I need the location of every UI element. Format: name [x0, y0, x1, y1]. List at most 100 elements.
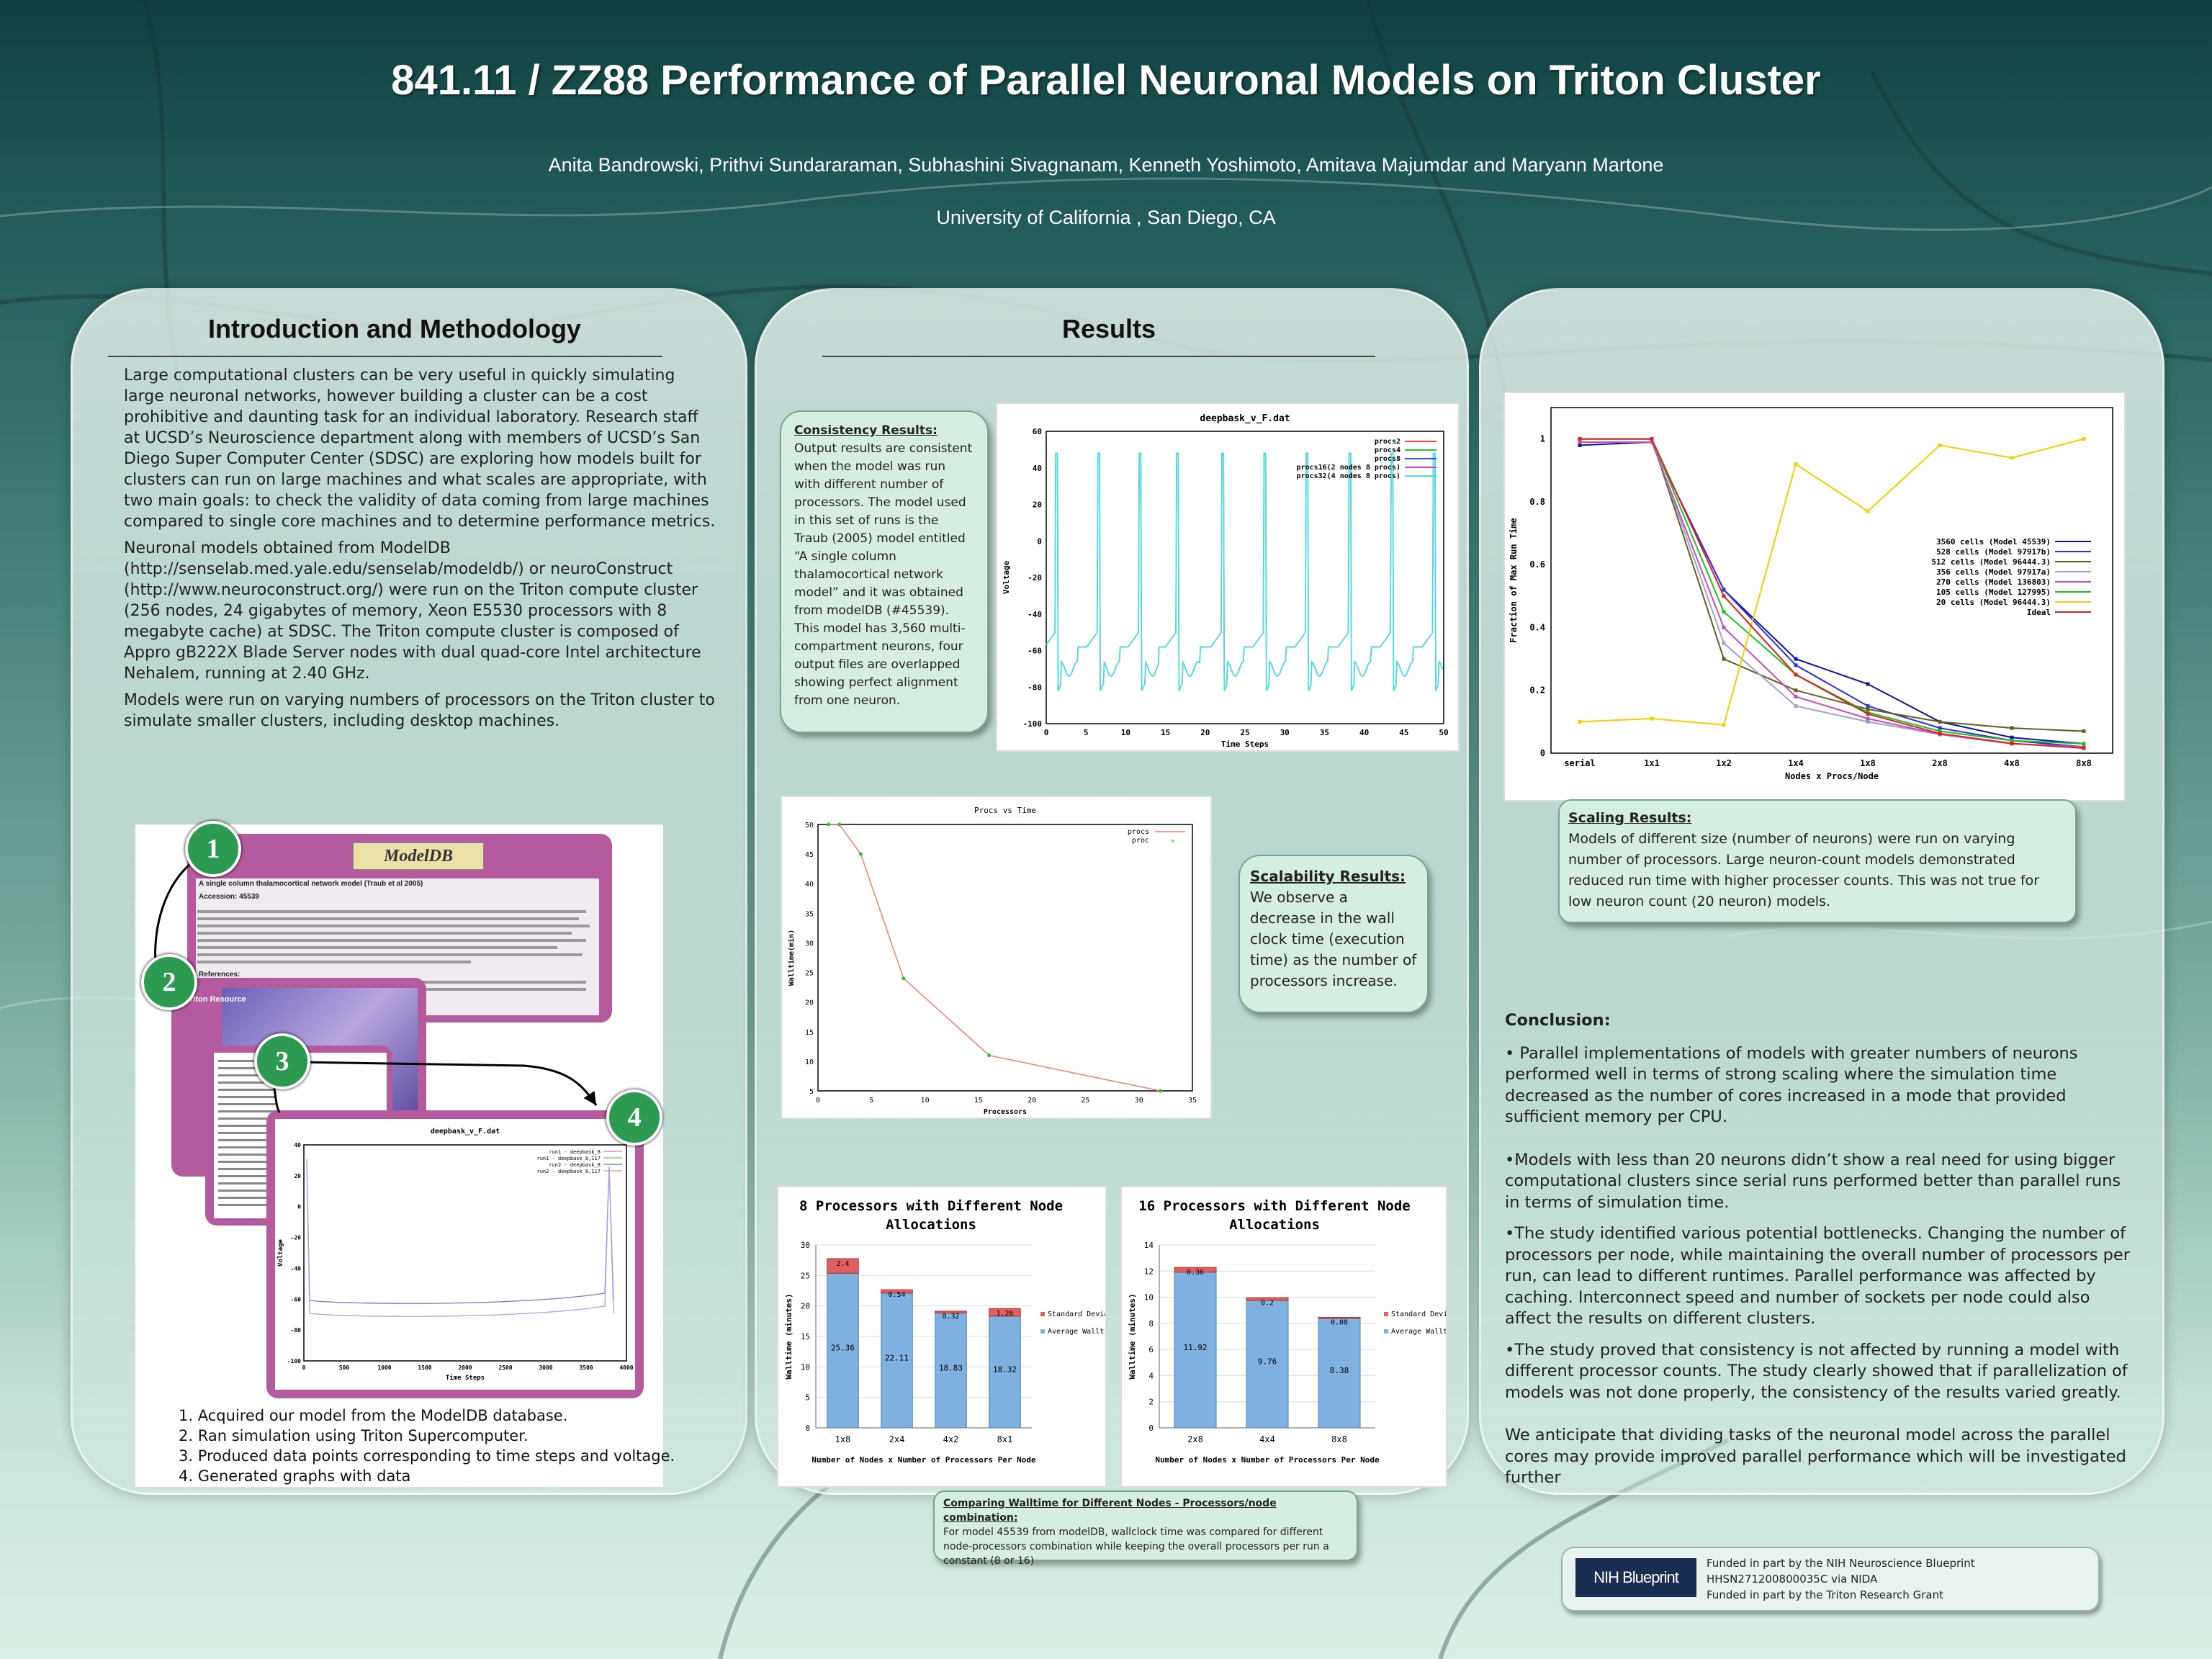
legend-label: 512 cells (Model 96444.3) [1931, 557, 2051, 567]
sd-value-label: 0.32 [942, 1313, 959, 1321]
data-point [2082, 437, 2086, 441]
data-point [2010, 456, 2014, 460]
x-tick-label: 1x8 [835, 1434, 851, 1444]
y-tick-label: 2 [1148, 1398, 1154, 1407]
conclusion-bullet: •The study identified various potential … [1505, 1224, 2131, 1328]
sd-value-label: 0.2 [1261, 1299, 1274, 1307]
comparing-text: For model 45539 from modelDB, wallclock … [943, 1527, 1329, 1567]
y-tick-label: 0 [805, 1424, 810, 1433]
scaling-text: Models of different size (number of neur… [1568, 831, 2040, 909]
workflow-arrows [148, 848, 598, 1113]
legend-label: 3560 cells (Model 45539) [1936, 537, 2051, 547]
procs-chart-box: Procs vs Time 0 5 10 15 20 25 30 35 5 10 15 20 25 30 35… [781, 796, 1212, 1119]
data-point [2082, 729, 2086, 733]
x-tick-label: 3500 [579, 1364, 593, 1371]
legend-label: 105 cells (Model 127995) [1936, 588, 2051, 597]
x-tick-label: 1x8 [1860, 758, 1876, 768]
data-point [2010, 735, 2014, 739]
chart-title-line: Allocations [1229, 1217, 1320, 1233]
data-point [1794, 704, 1798, 709]
std-dev-bar [1246, 1297, 1289, 1301]
plot-background [275, 1119, 635, 1390]
data-point [902, 976, 906, 981]
y-tick-label: 0 [297, 1204, 301, 1210]
x-axis-label: Number of Nodes x Number of Processors P… [811, 1455, 1036, 1465]
step-badge-3: 3 [254, 1033, 310, 1089]
data-point [1866, 682, 1870, 686]
conclusion-heading: Conclusion: [1505, 1011, 1611, 1030]
walltime-bar [1174, 1272, 1217, 1429]
x-axis-label: Time Steps [1221, 739, 1269, 749]
x-tick-label: 40 [1359, 728, 1369, 737]
std-dev-bar [935, 1310, 967, 1314]
data-point [1722, 588, 1726, 592]
funding-line: HHSN271200800035C via NIDA [1707, 1573, 1878, 1586]
legend-label: procs8 [1375, 455, 1401, 463]
data-point [1650, 437, 1654, 441]
x-tick-label: 15 [1161, 728, 1170, 737]
sd-value-label: 1.26 [996, 1310, 1013, 1318]
data-point [1866, 719, 1870, 724]
legend-label: Standard Deviation [1391, 1310, 1446, 1318]
x-tick-label: 2x8 [1187, 1434, 1203, 1444]
intro-text: Large computational clusters can be very… [124, 365, 719, 737]
sixteen-proc-bar-chart: 16 Processors with Different Node Allocat… [1128, 1198, 1469, 1465]
run-trace-line [306, 1159, 614, 1317]
x-tick-label: 10 [1121, 728, 1130, 737]
run-trace-line [306, 1159, 614, 1304]
workflow-step: 2. Ran simulation using Triton Supercomp… [179, 1427, 529, 1444]
scalability-callout: Scalability Results: We observe a decrea… [1238, 855, 1429, 1013]
scaling-series-line [1579, 438, 2085, 726]
data-point [2082, 746, 2086, 750]
data-point [2010, 739, 2014, 743]
plot-frame [1550, 407, 2113, 754]
data-point [1722, 723, 1726, 727]
x-tick-label: 500 [339, 1364, 350, 1371]
data-point [2010, 726, 2014, 730]
y-tick-label: 40 [805, 881, 814, 889]
conclusion-bullet: •Models with less than 20 neurons didn’t… [1505, 1150, 2121, 1212]
y-tick-label: 60 [1033, 427, 1042, 436]
x-tick-label: 2000 [458, 1364, 472, 1371]
y-tick-label: 20 [801, 1302, 810, 1311]
std-dev-bar [881, 1289, 913, 1294]
std-dev-bar [1174, 1267, 1217, 1273]
scaling-callout: Scaling Results: Models of different siz… [1558, 799, 2077, 923]
x-tick-label: 15 [974, 1097, 983, 1105]
data-point [1650, 716, 1654, 721]
bar-value-label: 18.32 [993, 1364, 1017, 1374]
y-tick-label: 45 [805, 851, 814, 859]
x-tick-label: 35 [1320, 728, 1329, 737]
data-point [858, 852, 863, 856]
y-tick-label: 0.6 [1529, 559, 1545, 570]
modeldb-accession: Accession: 45539 [199, 893, 259, 901]
x-tick-label: 4x2 [943, 1434, 959, 1444]
y-tick-label: 35 [805, 910, 814, 918]
x-tick-label: 4x4 [1259, 1434, 1275, 1444]
data-point [1578, 443, 1582, 447]
scaling-chart-box: 0 0.2 0.4 0.6 0.8 1 serial 1x1 1x2 1x4 1x8 2x8 4x8 8x… [1503, 392, 2126, 801]
voltage-series-line [1046, 452, 1444, 691]
walltime-bar [827, 1272, 859, 1429]
x-tick-label: 8x8 [2076, 758, 2092, 768]
y-tick-label: 10 [1144, 1293, 1154, 1303]
walltime-bar [935, 1313, 967, 1429]
x-tick-label: 0 [1044, 728, 1049, 737]
data-point [1578, 440, 1582, 444]
y-tick-label: 15 [801, 1332, 810, 1341]
y-tick-label: 1 [1540, 434, 1545, 444]
y-tick-label: 0 [1037, 536, 1042, 546]
sd-value-label: 0.54 [888, 1291, 905, 1299]
y-axis-label: Walltime (minutes) [784, 1293, 793, 1379]
sd-value-label: 2.4 [836, 1260, 849, 1268]
y-tick-label: -100 [1023, 719, 1043, 729]
x-tick-label: 2500 [498, 1364, 512, 1371]
x-tick-label: 1000 [377, 1364, 391, 1371]
procs-series-line [828, 824, 1161, 1092]
y-tick-label: 8 [1148, 1319, 1154, 1328]
y-tick-label: 6 [1148, 1345, 1154, 1354]
results-title-rule [822, 356, 1375, 357]
modeldb-refs-label: References: [199, 971, 240, 979]
y-tick-label: 12 [1144, 1267, 1154, 1276]
data-point [1866, 704, 1870, 709]
